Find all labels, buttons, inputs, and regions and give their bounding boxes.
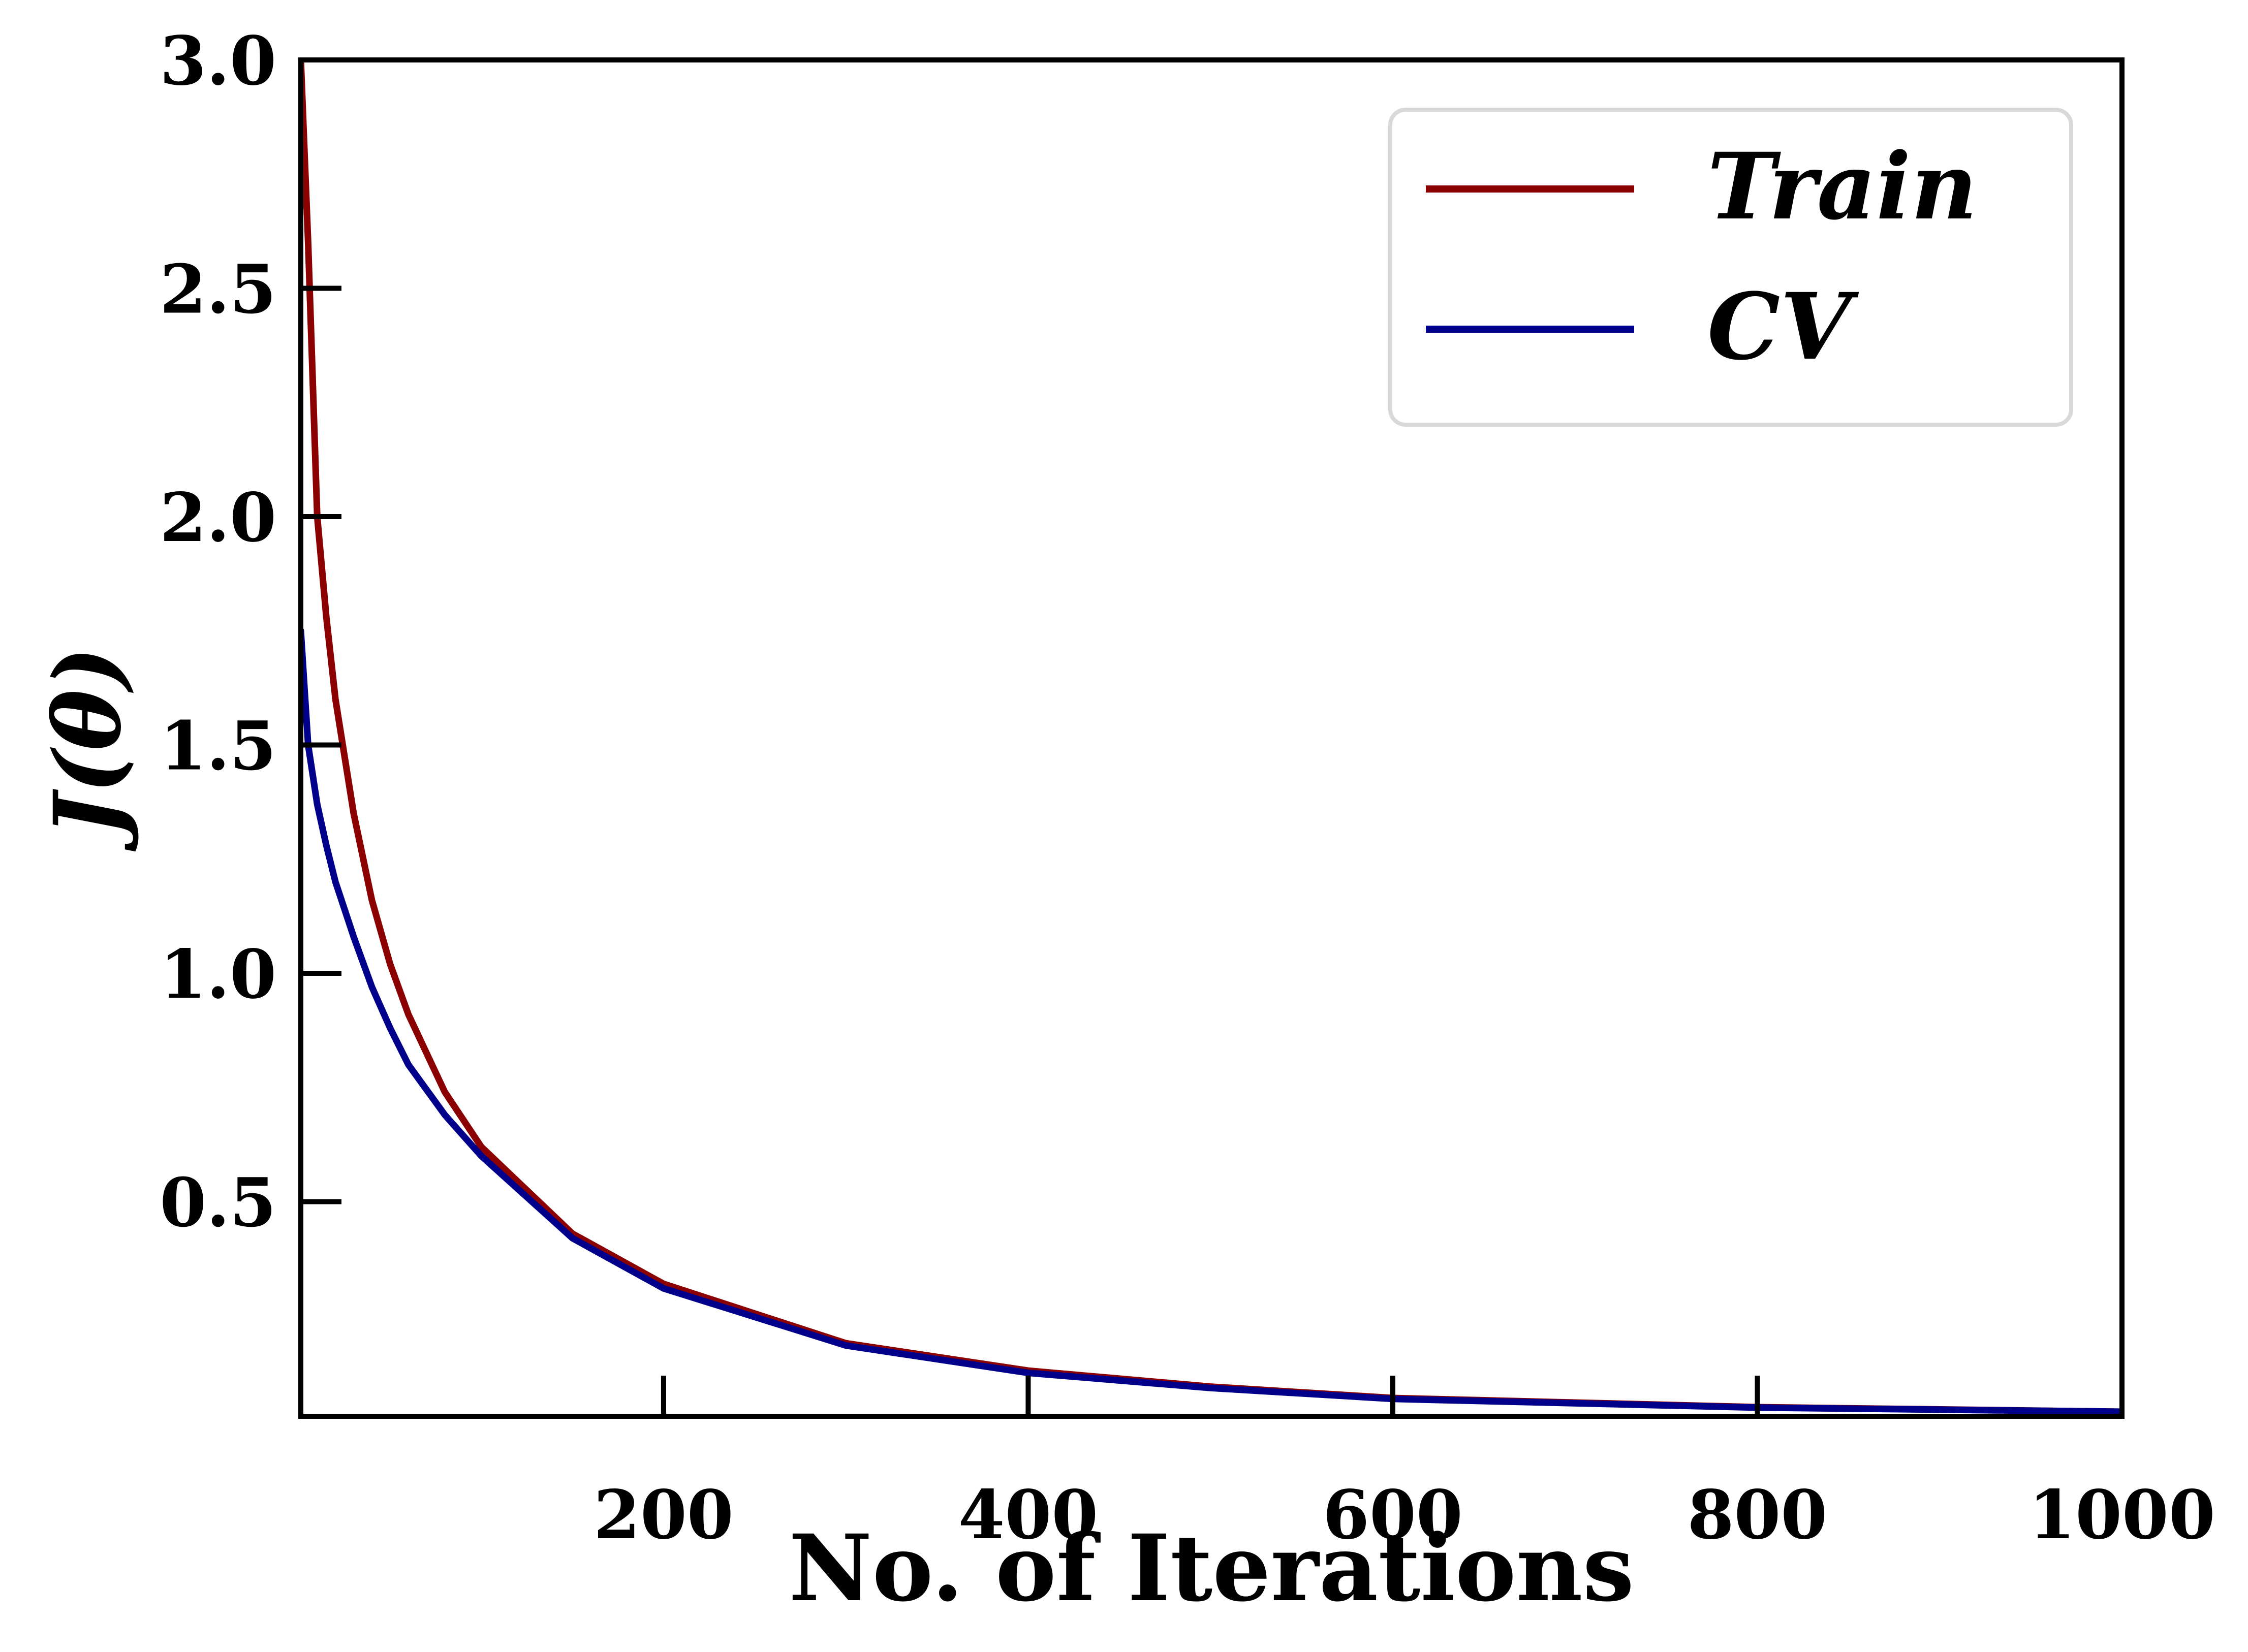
y-tick-label: 1.0 — [160, 935, 276, 1014]
y-tick-label: 2.0 — [160, 479, 276, 557]
legend: Train CV — [1388, 108, 2073, 427]
y-axis-title: J(θ) — [34, 646, 141, 852]
x-tick-label: 400 — [958, 1476, 1099, 1554]
x-axis: 200 400 600 800 1000 — [594, 1376, 2215, 1554]
legend-label-train: Train — [1707, 133, 1978, 240]
series-line-cv — [301, 627, 2122, 1415]
y-tick-label: 2.5 — [160, 250, 276, 329]
y-tick-label: 3.0 — [160, 22, 276, 101]
series-group — [301, 60, 2122, 1415]
y-axis: 0.5 1.0 1.5 2.0 2.5 3.0 — [160, 22, 341, 1242]
x-tick-label: 600 — [1323, 1476, 1463, 1554]
x-axis-title: No. of Iterations — [789, 1515, 1634, 1622]
x-tick-label: 1000 — [2028, 1476, 2215, 1554]
y-tick-label: 1.5 — [160, 707, 276, 785]
legend-label-cv: CV — [1707, 273, 1859, 380]
x-tick-label: 800 — [1688, 1476, 1828, 1554]
y-tick-label: 0.5 — [160, 1163, 276, 1242]
plot-frame — [298, 57, 2125, 1419]
x-tick-label: 200 — [594, 1476, 734, 1554]
